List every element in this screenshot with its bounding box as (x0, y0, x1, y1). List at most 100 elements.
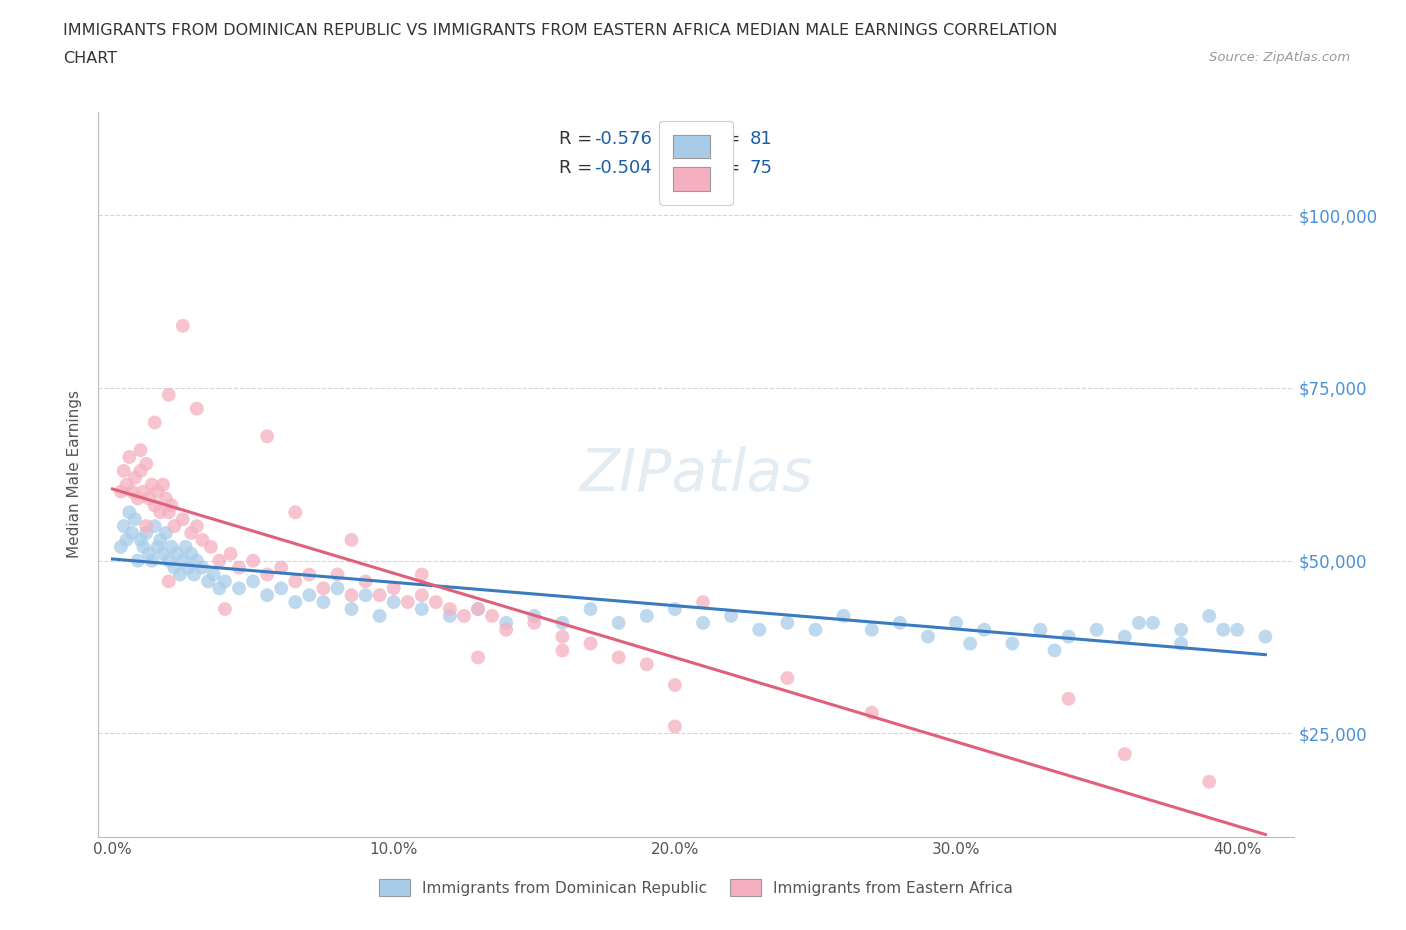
Point (143, 519, 166, 534)
Point (284, 574, 307, 589)
Point (191, 560, 214, 575)
Point (143, 498, 166, 512)
Point (138, 546, 160, 561)
Point (132, 539, 155, 554)
Point (163, 519, 186, 534)
Point (340, 588, 363, 603)
Text: 81: 81 (749, 130, 772, 148)
Text: 75: 75 (749, 158, 773, 177)
Point (129, 443, 152, 458)
Point (124, 512, 146, 526)
Text: ZIPatlas: ZIPatlas (579, 445, 813, 503)
Point (228, 581, 250, 596)
Point (141, 553, 163, 568)
Point (284, 594, 307, 609)
Point (326, 581, 349, 596)
Point (124, 471, 146, 485)
Point (298, 588, 321, 603)
Point (242, 553, 264, 568)
Point (160, 539, 183, 554)
Point (1198, 608, 1220, 623)
Point (720, 608, 742, 623)
Point (860, 705, 883, 720)
Point (1057, 691, 1080, 706)
Point (959, 636, 981, 651)
Point (112, 519, 135, 534)
Point (439, 602, 461, 617)
Point (256, 567, 278, 582)
Point (860, 622, 883, 637)
Point (692, 594, 714, 609)
Point (197, 574, 219, 589)
Point (636, 657, 658, 671)
Text: N =: N = (706, 130, 745, 148)
Point (1212, 622, 1234, 637)
Text: N =: N = (706, 158, 745, 177)
Point (368, 608, 391, 623)
Point (1114, 747, 1136, 762)
Point (152, 546, 174, 561)
Point (354, 588, 377, 603)
Point (121, 525, 143, 540)
Point (579, 602, 602, 617)
Point (214, 574, 236, 589)
Text: -0.504: -0.504 (595, 158, 652, 177)
Point (172, 553, 194, 568)
Point (177, 560, 200, 575)
Point (146, 485, 169, 499)
Point (1142, 616, 1164, 631)
Text: R =: R = (558, 158, 598, 177)
Point (889, 616, 911, 631)
Point (1029, 622, 1052, 637)
Point (382, 581, 405, 596)
Point (208, 581, 231, 596)
Point (132, 485, 155, 499)
Point (354, 574, 377, 589)
Point (312, 581, 335, 596)
Point (439, 608, 461, 623)
Point (467, 650, 489, 665)
Point (228, 560, 250, 575)
Point (368, 588, 391, 603)
Point (186, 401, 208, 416)
Point (340, 602, 363, 617)
Point (157, 553, 180, 568)
Point (1001, 636, 1024, 651)
Point (163, 560, 186, 575)
Point (973, 622, 995, 637)
Point (208, 553, 231, 568)
Point (776, 616, 799, 631)
Point (551, 643, 574, 658)
Point (523, 616, 546, 631)
Point (607, 616, 630, 631)
Point (551, 630, 574, 644)
Point (945, 616, 967, 631)
Point (1043, 643, 1066, 658)
Point (340, 533, 363, 548)
Point (143, 415, 166, 430)
Point (135, 519, 157, 534)
Point (160, 498, 183, 512)
Point (149, 533, 172, 548)
Point (411, 588, 433, 603)
Point (411, 602, 433, 617)
Point (270, 560, 292, 575)
Point (191, 533, 214, 548)
Point (256, 429, 278, 444)
Point (1254, 630, 1277, 644)
Point (1226, 622, 1249, 637)
Text: Source: ZipAtlas.com: Source: ZipAtlas.com (1209, 51, 1350, 64)
Point (1198, 775, 1220, 790)
Point (748, 622, 770, 637)
Point (157, 388, 180, 403)
Point (312, 594, 335, 609)
Point (186, 519, 208, 534)
Point (110, 539, 132, 554)
Point (776, 671, 799, 685)
Text: IMMIGRANTS FROM DOMINICAN REPUBLIC VS IMMIGRANTS FROM EASTERN AFRICA MEDIAN MALE: IMMIGRANTS FROM DOMINICAN REPUBLIC VS IM… (63, 23, 1057, 38)
Point (169, 567, 191, 582)
Point (121, 485, 143, 499)
Point (326, 567, 349, 582)
Point (135, 457, 157, 472)
Point (149, 505, 172, 520)
